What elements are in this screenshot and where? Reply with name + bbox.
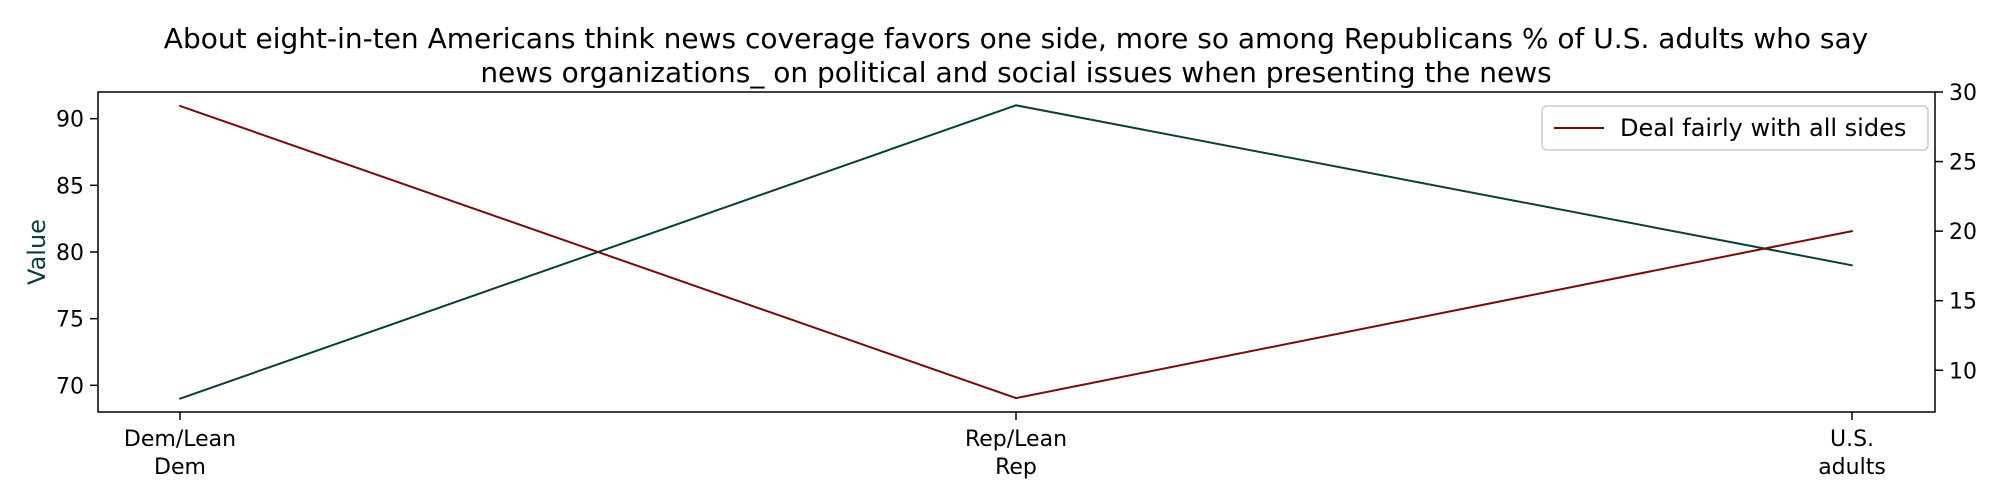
chart-title-line: About eight-in-ten Americans think news …	[164, 22, 1868, 55]
x-tick-label: Dem/Lean	[124, 427, 236, 452]
left-tick-label: 75	[56, 308, 84, 333]
series-2-point	[1851, 230, 1853, 233]
x-tick-label: Dem	[154, 455, 206, 480]
right-axis: 10 15 20 25 30	[1935, 81, 1977, 384]
legend: Deal fairly with all sides	[1541, 105, 1929, 151]
right-tick-label: 10	[1949, 359, 1977, 384]
left-tick-label: 80	[56, 241, 84, 266]
x-tick-label: adults	[1818, 455, 1886, 480]
series-2-point	[1015, 397, 1017, 400]
chart-title-line: news organizations_ on political and soc…	[480, 56, 1551, 89]
legend-box	[1541, 105, 1929, 151]
x-axis: Dem/Lean Dem Rep/Lean Rep U.S. adults	[124, 412, 1886, 480]
right-tick-label: 15	[1949, 290, 1977, 315]
y-axis-label: Value	[23, 219, 51, 285]
series-1-point	[179, 397, 181, 400]
left-tick-label: 85	[56, 174, 84, 199]
x-tick-label: U.S.	[1830, 427, 1874, 452]
right-tick-label: 25	[1949, 151, 1977, 176]
chart-title: About eight-in-ten Americans think news …	[164, 22, 1868, 89]
series-2-point	[179, 104, 181, 107]
right-tick-label: 30	[1949, 81, 1977, 106]
left-axis: 70 75 80 85 90	[56, 108, 98, 399]
left-tick-label: 90	[56, 108, 84, 133]
left-tick-label: 70	[56, 374, 84, 399]
x-tick-label: Rep	[995, 455, 1037, 480]
series-1-point	[1015, 104, 1017, 107]
series-group	[179, 104, 1853, 400]
right-tick-label: 20	[1949, 220, 1977, 245]
x-tick-label: Rep/Lean	[965, 427, 1067, 452]
series-1-point	[1851, 264, 1853, 267]
legend-entry: Deal fairly with all sides	[1620, 114, 1906, 142]
